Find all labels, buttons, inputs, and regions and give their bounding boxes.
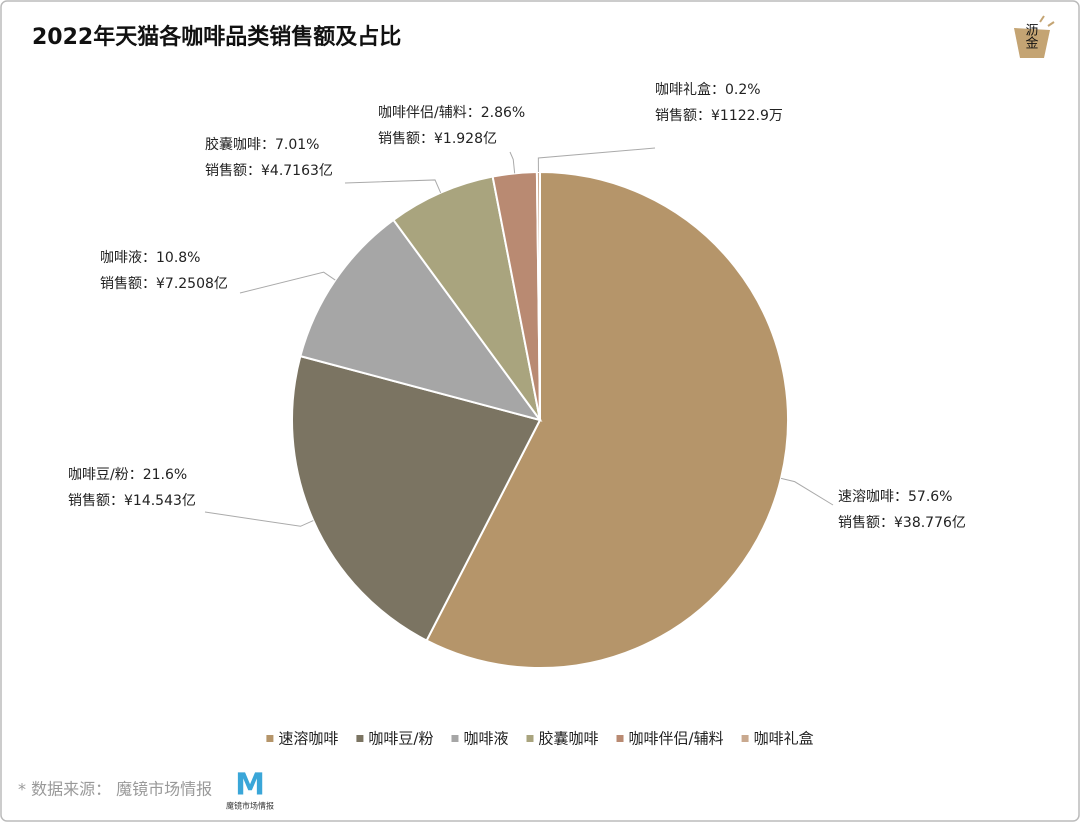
corner-logo-text: 沥金 bbox=[1023, 23, 1039, 49]
legend-swatch bbox=[741, 735, 749, 742]
legend-swatch bbox=[526, 735, 534, 742]
leader-line bbox=[204, 511, 314, 527]
pie-slice bbox=[425, 170, 789, 669]
pie-slice bbox=[535, 170, 541, 421]
legend-label: 咖啡伴侣/辅料 bbox=[629, 730, 724, 748]
legend-label: 咖啡豆/粉 bbox=[368, 730, 433, 748]
source-note: * 数据来源： 魔镜市场情报 bbox=[18, 780, 212, 799]
data-label: 咖啡液：10.8% bbox=[100, 250, 200, 266]
source-logo-name: 魔镜市场情报 bbox=[226, 801, 274, 811]
chart-title: 2022年天猫各咖啡品类销售额及占比 bbox=[32, 24, 401, 50]
legend-swatch bbox=[451, 735, 459, 742]
sales-label: 销售额：¥1122.9万 bbox=[655, 108, 783, 124]
data-label: 胶囊咖啡：7.01% bbox=[205, 136, 319, 153]
pie-slice bbox=[392, 175, 541, 421]
source-logo: M bbox=[235, 768, 265, 803]
leader-line bbox=[780, 477, 834, 506]
legend-label: 咖啡礼盒 bbox=[754, 730, 814, 748]
leader-line bbox=[509, 151, 516, 174]
data-label: 咖啡伴侣/辅料：2.86% bbox=[378, 105, 525, 121]
leader-line bbox=[239, 271, 336, 294]
legend-swatch bbox=[616, 735, 624, 742]
sales-label: 销售额：¥4.7163亿 bbox=[205, 163, 333, 179]
leader-line bbox=[537, 147, 656, 173]
legend-swatch bbox=[356, 735, 364, 742]
corner-logo: 沥金 bbox=[1014, 15, 1055, 58]
sales-label: 销售额：¥38.776亿 bbox=[838, 515, 966, 531]
data-label: 速溶咖啡：57.6% bbox=[838, 489, 952, 505]
pie-slice bbox=[299, 218, 543, 422]
data-label: 咖啡礼盒：0.2% bbox=[655, 81, 761, 98]
sales-label: 销售额：¥14.543亿 bbox=[68, 493, 196, 509]
legend-label: 咖啡液 bbox=[463, 730, 508, 748]
legend-label: 胶囊咖啡 bbox=[539, 730, 599, 748]
legend-swatch bbox=[266, 735, 274, 742]
sales-label: 销售额：¥7.2508亿 bbox=[100, 276, 228, 292]
legend-label: 速溶咖啡 bbox=[278, 730, 338, 748]
sales-label: 销售额：¥1.928亿 bbox=[378, 131, 497, 147]
data-label: 咖啡豆/粉：21.6% bbox=[68, 467, 187, 483]
leader-line bbox=[344, 179, 442, 193]
